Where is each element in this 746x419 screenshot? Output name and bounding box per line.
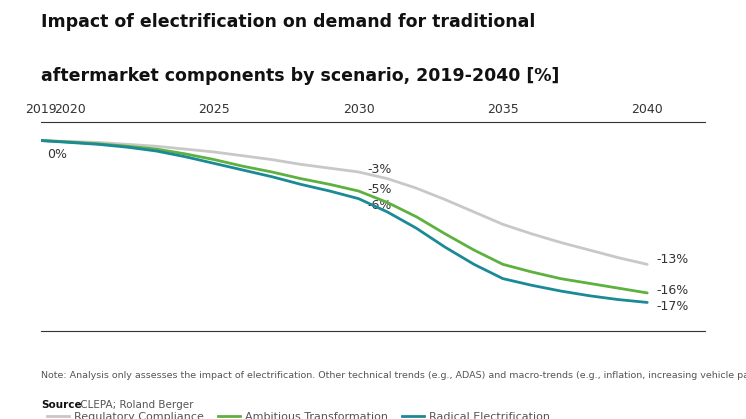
Text: Source: Source: [41, 400, 81, 410]
Text: CLEPA; Roland Berger: CLEPA; Roland Berger: [77, 400, 193, 410]
Text: aftermarket components by scenario, 2019-2040 [%]: aftermarket components by scenario, 2019…: [41, 67, 559, 85]
Text: -16%: -16%: [656, 284, 688, 297]
Text: Note: Analysis only assesses the impact of electrification. Other technical tren: Note: Analysis only assesses the impact …: [41, 371, 746, 380]
Text: -17%: -17%: [656, 300, 689, 313]
Legend: Regulatory Compliance, Ambitious Transformation, Radical Electrification: Regulatory Compliance, Ambitious Transfo…: [46, 412, 551, 419]
Text: -6%: -6%: [367, 199, 392, 212]
Text: -3%: -3%: [367, 163, 392, 176]
Text: -13%: -13%: [656, 253, 688, 266]
Text: -5%: -5%: [367, 183, 392, 196]
Text: 0%: 0%: [47, 148, 67, 161]
Text: Impact of electrification on demand for traditional: Impact of electrification on demand for …: [41, 13, 536, 31]
